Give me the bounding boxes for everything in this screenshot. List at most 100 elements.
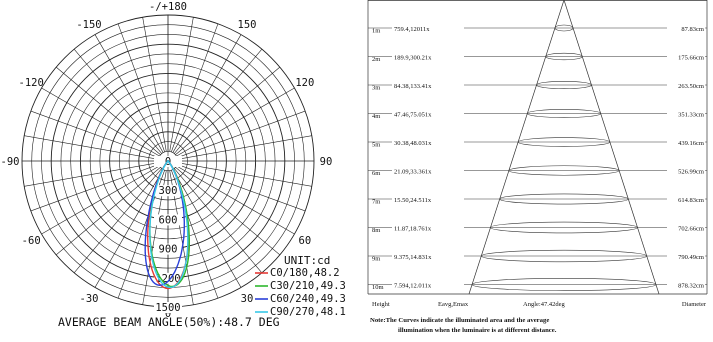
row-values-bg	[392, 81, 464, 90]
row-diameter: 526.99cm	[678, 169, 704, 176]
grid-spoke	[177, 110, 306, 158]
row-values: 11.87,18.761x	[394, 226, 432, 233]
row-diameter-bg	[667, 109, 705, 119]
row-diameter: 702.66cm	[678, 226, 704, 233]
row-diameter: 439.16cm	[678, 140, 704, 147]
row-diameter: 263.50cm	[678, 83, 704, 90]
polar-angle-labels: -/+180 150 -150 120 -120 90 -90 60 -60 30 -30 0	[1, 1, 333, 320]
grid-spoke	[55, 167, 161, 256]
angle-label: 0	[165, 308, 171, 320]
grid-spoke	[172, 34, 242, 153]
row-diameter-bg	[667, 166, 705, 176]
illuminance-cone-chart: 1m 759.4,12011x 87.83cm 2m 189.9,300.21x 175.…	[367, 0, 708, 334]
grid-spoke	[94, 34, 164, 153]
radial-label: 300	[159, 185, 178, 197]
grid-spoke	[171, 23, 219, 152]
row-values: 7.594,12.011x	[394, 283, 432, 290]
row-values: 30.38,48.031x	[394, 140, 432, 147]
row-diameter: 790.49cm	[678, 254, 704, 261]
grid-spoke	[174, 168, 263, 274]
row-height: 10m	[372, 284, 384, 291]
legend-label: C60/240,49.3	[270, 293, 346, 305]
angle-label: 30	[241, 293, 254, 305]
polar-intensity-chart: -/+180 150 -150 120 -120 90 -90 60 -60 30 -30 0 0 30…	[1, 1, 346, 329]
beam-ellipse	[527, 109, 601, 118]
radial-label-bg	[154, 185, 182, 197]
angle-label: 60	[299, 235, 312, 247]
radial-label: 900	[159, 244, 178, 256]
grid-spoke	[55, 66, 161, 155]
beam-ellipse	[545, 52, 583, 61]
header-angle: Angle:47.42deg	[523, 301, 565, 308]
row-values-bg	[392, 280, 464, 290]
row-height: 3m	[372, 85, 380, 92]
row-values: 47.46,75.051x	[394, 112, 432, 119]
beam-ellipse	[499, 193, 629, 205]
grid-spoke	[177, 162, 312, 187]
grid-spoke	[176, 165, 295, 235]
grid-spoke	[177, 164, 306, 212]
beam-ellipse	[480, 249, 648, 263]
radial-label: 1500	[155, 302, 180, 314]
radial-label-bg	[154, 302, 182, 313]
header-values: Eavg,Emax	[438, 301, 469, 308]
radial-label-bg	[154, 243, 182, 255]
beam-ellipse	[554, 24, 574, 32]
row-values: 189.9,300.21x	[394, 55, 432, 62]
grid-spoke	[30, 110, 159, 158]
grid-spoke	[73, 168, 162, 274]
polar-curves	[144, 160, 190, 290]
grid-spoke	[172, 169, 242, 288]
note-line-1: Note:The Curves indicate the illuminated…	[370, 317, 549, 324]
row-diameter-bg	[667, 138, 705, 147]
grid-spoke	[175, 167, 281, 256]
grid-spoke	[94, 169, 164, 288]
row-values-bg	[392, 52, 464, 62]
row-height: 9m	[372, 256, 380, 263]
row-values: 759.4,12011x	[394, 26, 430, 33]
row-diameter-bg	[667, 52, 705, 62]
row-values: 84.38,133.41x	[394, 83, 432, 90]
row-values-bg	[392, 24, 464, 33]
row-diameter: 878.32cm	[678, 283, 704, 290]
grid-spoke	[30, 164, 159, 212]
row-height: 6m	[372, 170, 380, 177]
row-diameter-bg	[667, 252, 705, 261]
grid-spoke	[175, 66, 281, 155]
grid-spoke	[24, 162, 159, 187]
grid-spoke	[41, 165, 160, 235]
row-values-bg	[392, 109, 464, 119]
angle-label: -150	[76, 19, 101, 31]
row-diameter: 87.83cm	[681, 26, 704, 33]
beam-ellipse	[508, 165, 620, 176]
cone-rows: 1m 759.4,12011x 87.83cm 2m 189.9,300.21x 175.…	[368, 24, 707, 291]
grid-spoke	[41, 87, 160, 157]
polar-legend: C0/180,48.2C30/210,49.3C60/240,49.3C90/2…	[255, 267, 346, 318]
row-diameter: 175.66cm	[678, 55, 704, 62]
unit-label: UNIT:cd	[284, 254, 330, 267]
row-values-bg	[392, 166, 464, 176]
row-diameter-bg	[667, 24, 705, 33]
row-diameter: 614.83cm	[678, 197, 704, 204]
row-diameter-bg	[667, 280, 705, 290]
angle-label: -/+180	[149, 1, 187, 13]
angle-label: -60	[22, 235, 41, 247]
cone-edge-right	[563, 0, 660, 295]
row-values-bg	[392, 195, 464, 204]
row-values-bg	[392, 138, 464, 147]
row-height: 5m	[372, 142, 380, 149]
beam-ellipse	[490, 221, 638, 234]
angle-label: -90	[1, 156, 20, 168]
beam-ellipse	[517, 137, 611, 147]
row-diameter-bg	[667, 223, 705, 233]
row-height: 1m	[372, 28, 380, 35]
angle-label: 90	[320, 156, 333, 168]
header-diameter: Diameter	[682, 301, 707, 308]
row-height: 2m	[372, 56, 380, 63]
row-diameter: 351.33cm	[678, 112, 704, 119]
grid-spoke	[177, 135, 312, 160]
row-diameter-bg	[667, 195, 705, 204]
row-height: 8m	[372, 227, 380, 234]
polar-grid	[21, 14, 315, 308]
grid-spoke	[176, 87, 295, 157]
